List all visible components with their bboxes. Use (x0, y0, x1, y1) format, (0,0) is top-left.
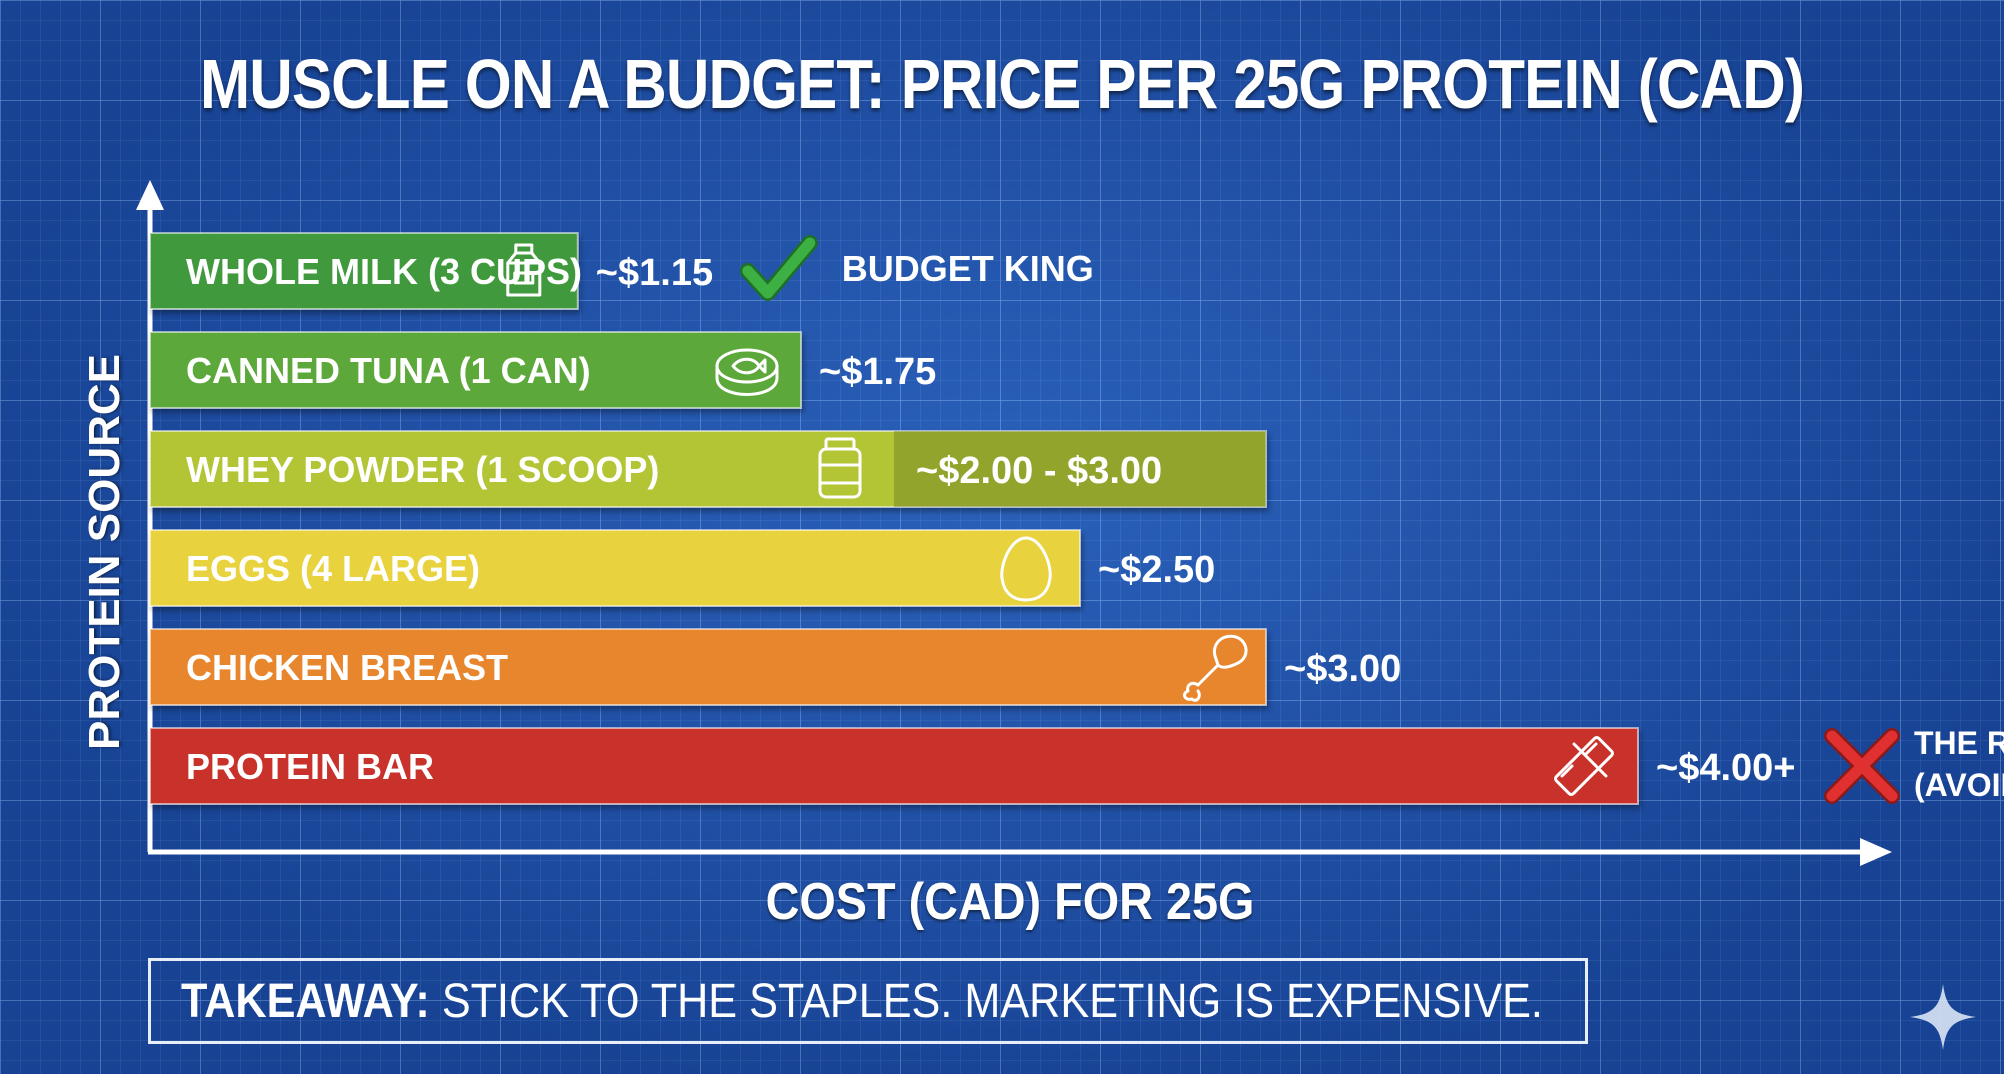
value-label: ~$1.75 (819, 351, 936, 393)
bar-category-label: CHICKEN BREAST (186, 647, 508, 688)
bar-category-label: WHEY POWDER (1 SCOOP) (186, 449, 659, 490)
y-axis-label: PROTEIN SOURCE (80, 353, 129, 751)
protein-jar-icon (818, 437, 862, 499)
value-label: ~$1.15 (596, 252, 713, 294)
cross-icon (1824, 728, 1900, 804)
takeaway-box: TAKEAWAY: STICK TO THE STAPLES. MARKETIN… (148, 958, 1588, 1044)
takeaway-label: TAKEAWAY: (181, 974, 430, 1028)
tuna-can-icon (715, 348, 779, 396)
takeaway-text: TAKEAWAY: STICK TO THE STAPLES. MARKETIN… (181, 974, 1543, 1029)
x-axis-label: COST (CAD) FOR 25G (765, 873, 1255, 931)
annotation-text: BUDGET KING (842, 248, 1094, 289)
takeaway-message: STICK TO THE STAPLES. MARKETING IS EXPEN… (429, 974, 1543, 1028)
bar-category-label: EGGS (4 LARGE) (186, 548, 480, 589)
value-label: ~$4.00+ (1656, 747, 1795, 789)
bar (149, 628, 1267, 706)
x-axis-arrow-icon (1860, 838, 1892, 866)
chart-title: MUSCLE ON A BUDGET: PRICE PER 25G PROTEI… (199, 45, 1805, 123)
annotation-text: THE RIP-OFF (1914, 725, 2004, 761)
value-label: ~$3.00 (1284, 648, 1401, 690)
value-label: ~$2.50 (1098, 549, 1215, 591)
y-axis-arrow-icon (136, 180, 164, 210)
protein-bar-icon (1554, 736, 1614, 796)
bar-range-segment (894, 431, 1266, 507)
egg-icon (1000, 536, 1052, 602)
annotation-text: (AVOID) (1914, 767, 2004, 803)
bar (149, 430, 1267, 508)
bar (149, 331, 802, 409)
value-label: ~$2.00 - $3.00 (916, 450, 1162, 492)
milk-carton-icon (506, 243, 542, 297)
bar (149, 529, 1081, 607)
bar-category-label: PROTEIN BAR (186, 746, 434, 787)
check-icon (739, 235, 818, 301)
sparkle-icon (1910, 984, 1976, 1050)
chicken-drumstick-icon (1183, 634, 1248, 702)
bar (149, 727, 1639, 805)
bar-category-label: CANNED TUNA (1 CAN) (186, 350, 591, 391)
